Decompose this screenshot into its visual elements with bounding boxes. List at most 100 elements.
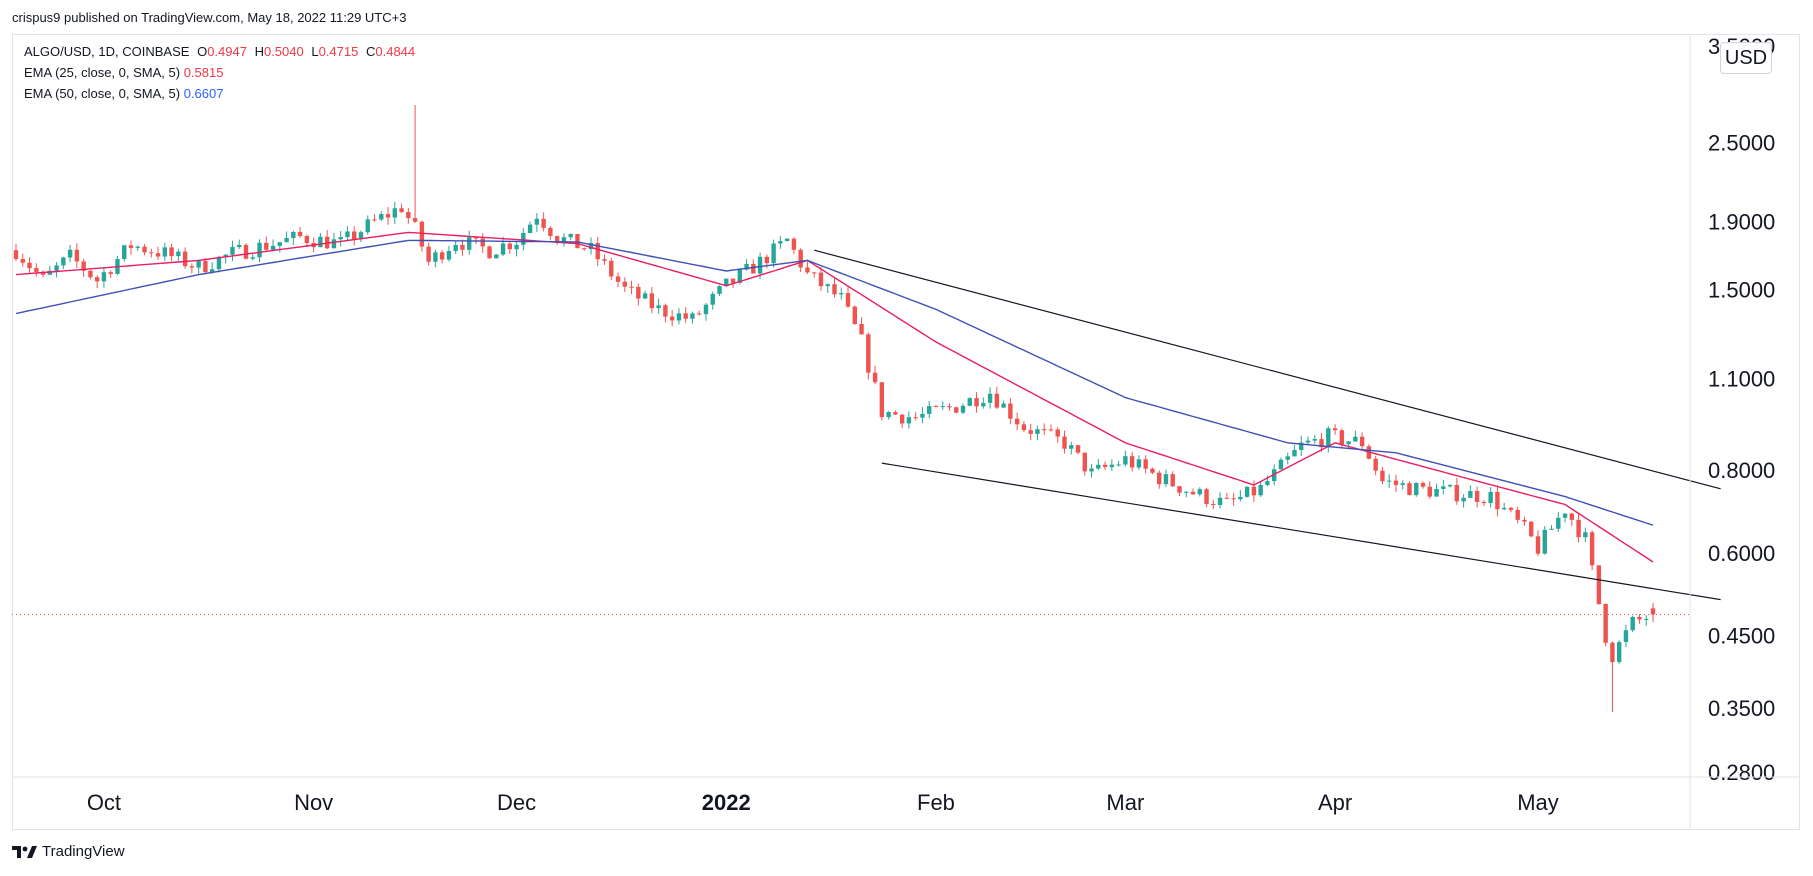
candle-body [825, 284, 830, 287]
candle-body [1400, 483, 1405, 485]
candle-body [291, 231, 296, 239]
candle-body [1407, 483, 1412, 496]
candle-body [1549, 528, 1554, 530]
candle-body [446, 250, 452, 260]
candle-body [1522, 519, 1527, 522]
candle-body [703, 304, 709, 315]
candle-body [697, 313, 702, 315]
candle-body [933, 406, 939, 408]
legend-open-value: 0.4947 [207, 44, 247, 59]
candle-body [155, 253, 161, 257]
candle-body [1488, 491, 1493, 504]
candle-body [669, 316, 675, 321]
candle-body [1251, 486, 1257, 496]
footer-brand-text: TradingView [42, 843, 125, 860]
candle-body [839, 293, 844, 295]
price-tick-label: 0.6000 [1708, 541, 1775, 566]
candle-body [676, 313, 682, 321]
candle-body [182, 251, 188, 267]
candle-body [433, 252, 438, 262]
candle-body [1380, 470, 1385, 482]
candle-body [1014, 418, 1020, 425]
candle-body [981, 402, 986, 407]
candle-body [1136, 459, 1142, 468]
legend-ema50-value: 0.6607 [183, 86, 224, 101]
candle-body [1001, 403, 1006, 408]
candle-body [1359, 436, 1365, 447]
candle-body [54, 265, 59, 271]
candle-body [1508, 507, 1514, 510]
candle-body [27, 262, 32, 269]
candle-body [818, 272, 824, 287]
candle-body [270, 245, 276, 250]
candle-body [602, 259, 607, 261]
candle-body [771, 243, 776, 264]
candle-body [1481, 501, 1487, 504]
candle-body [656, 305, 661, 309]
candle-body [385, 214, 391, 218]
candle-body [683, 313, 688, 319]
candle-body [1529, 521, 1534, 537]
candle-body [1082, 452, 1087, 472]
candle-body [1461, 497, 1466, 502]
candle-body [1569, 513, 1575, 520]
candle-body [1224, 497, 1230, 499]
candle-body [1616, 642, 1622, 663]
candle-body [1441, 486, 1446, 489]
legend-ema25-value: 0.5815 [183, 65, 224, 80]
trendlines-group [814, 249, 1721, 601]
candle-body [169, 247, 174, 257]
candle-body [1542, 529, 1547, 554]
candle-body [913, 417, 918, 419]
candle-body [541, 218, 546, 228]
candle-body [331, 239, 337, 249]
candles-group [13, 105, 1656, 712]
candle-body [1603, 603, 1608, 643]
candle-body [724, 278, 729, 287]
candle-body [778, 241, 783, 244]
candle-body [1177, 486, 1182, 493]
candle-body [1170, 474, 1175, 487]
candle-body [967, 398, 972, 406]
price-tick-label: 0.2800 [1708, 760, 1775, 785]
candle-body [1386, 480, 1392, 482]
candle-body [13, 250, 19, 259]
candle-body [1156, 472, 1162, 485]
tradingview-logo-icon [12, 845, 37, 858]
candle-body [663, 305, 668, 317]
candle-body [196, 260, 201, 268]
chart-frame[interactable] [12, 34, 1800, 830]
candle-body [1211, 504, 1216, 506]
candle-body [1102, 464, 1108, 468]
publish-info: crispus9 published on TradingView.com, M… [12, 10, 407, 25]
candle-body [223, 254, 228, 257]
candle-body [1353, 436, 1358, 442]
candle-body [1650, 608, 1656, 615]
candle-body [642, 293, 648, 299]
candle-body [1123, 456, 1128, 465]
candle-body [615, 276, 621, 282]
candle-body [500, 243, 506, 255]
legend-close-value: 0.4844 [375, 44, 416, 59]
candle-body [189, 266, 195, 268]
candle-body [514, 244, 519, 250]
ema50-line [15, 239, 1654, 526]
time-tick-label: May [1517, 790, 1559, 815]
currency-selector[interactable]: USD [1720, 42, 1772, 74]
candle-body [791, 238, 797, 250]
candle-body [338, 237, 343, 240]
candle-body [859, 323, 864, 335]
candle-body [1630, 616, 1635, 631]
candle-body [1299, 442, 1304, 450]
candle-body [209, 269, 215, 273]
candle-body [1035, 429, 1040, 434]
candle-body [744, 263, 749, 270]
candle-body [453, 244, 458, 251]
price-tick-label: 0.3500 [1708, 696, 1775, 721]
candle-body [798, 249, 803, 268]
time-tick-label: Apr [1318, 790, 1352, 815]
candle-body [365, 219, 370, 233]
trendline-lower [881, 462, 1721, 601]
candle-body [250, 257, 255, 259]
